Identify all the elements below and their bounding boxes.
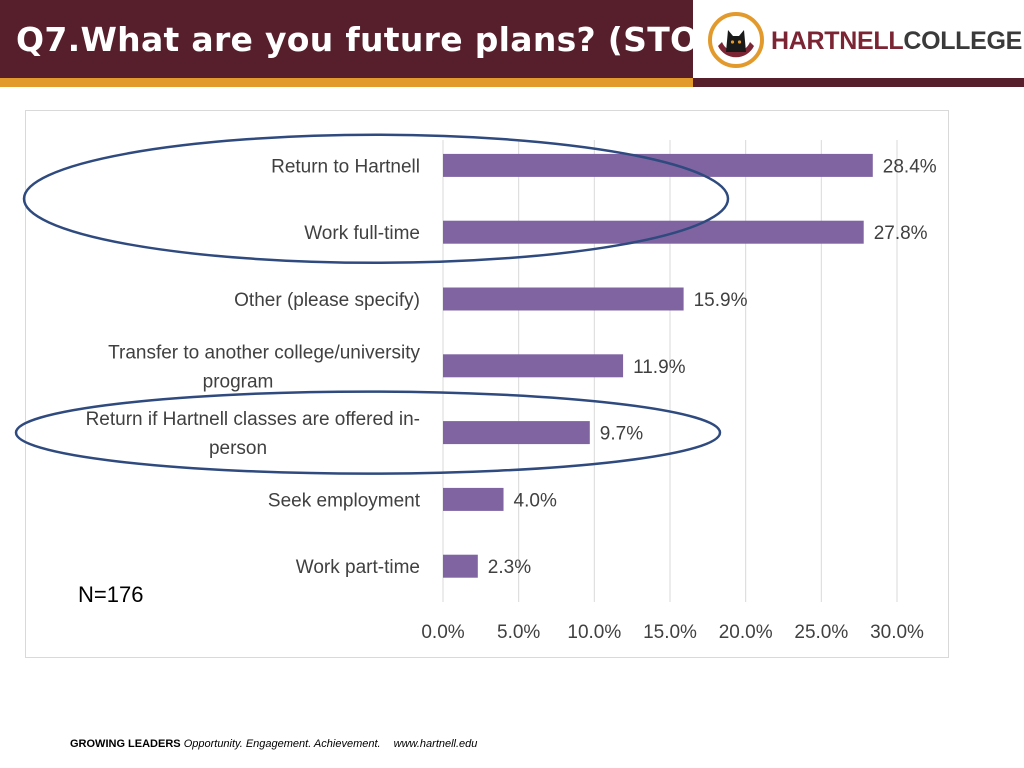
footer: GROWING LEADERS Opportunity. Engagement.… (70, 738, 477, 750)
college-wordmark: HARTNELLCOLLEGE (771, 27, 1022, 56)
category-label: Work part-time (296, 557, 420, 578)
wordmark-hartnell: HARTNELL (771, 27, 904, 55)
category-label: person (209, 438, 267, 459)
category-label: Transfer to another college/university (108, 342, 420, 363)
bar (443, 287, 684, 311)
bar (443, 554, 478, 578)
logo-underline (693, 78, 1024, 87)
footer-tagline: Opportunity. Engagement. Achievement. (183, 738, 381, 750)
wordmark-college: COLLEGE (903, 27, 1023, 55)
data-label: 11.9% (633, 357, 686, 378)
title-bar: Q7.What are you future plans? (STOP) (0, 0, 738, 78)
category-label: program (203, 371, 274, 392)
x-tick-label: 30.0% (870, 622, 924, 643)
x-tick-label: 0.0% (421, 622, 464, 643)
data-label: 27.8% (874, 223, 928, 244)
sample-size-label: N=176 (78, 582, 144, 607)
bar (443, 220, 864, 244)
highlight-ellipse-top (22, 133, 730, 265)
slide-title: Q7.What are you future plans? (STOP) (16, 20, 739, 59)
data-label: 4.0% (514, 490, 557, 511)
x-tick-label: 10.0% (567, 622, 621, 643)
footer-tagline-bold: GROWING LEADERS (70, 738, 181, 750)
x-tick-label: 5.0% (497, 622, 540, 643)
panther-logo-icon (708, 12, 764, 68)
x-tick-label: 15.0% (643, 622, 697, 643)
chart-frame (25, 110, 949, 658)
category-label: Return to Hartnell (271, 156, 420, 177)
bar (443, 153, 873, 177)
category-label: Return if Hartnell classes are offered i… (86, 409, 420, 430)
footer-url[interactable]: www.hartnell.edu (393, 738, 478, 750)
accent-stripe (0, 78, 693, 87)
data-label: 2.3% (488, 557, 531, 578)
bar (443, 487, 504, 511)
bar (443, 354, 624, 378)
highlight-ellipse-bottom (14, 390, 722, 475)
bar (443, 421, 590, 445)
x-tick-label: 20.0% (719, 622, 773, 643)
category-label: Work full-time (304, 223, 420, 244)
data-label: 28.4% (883, 156, 937, 177)
x-tick-label: 25.0% (794, 622, 848, 643)
data-label: 9.7% (600, 424, 643, 445)
category-label: Seek employment (268, 490, 421, 511)
category-label: Other (please specify) (234, 290, 420, 311)
data-label: 15.9% (694, 290, 748, 311)
